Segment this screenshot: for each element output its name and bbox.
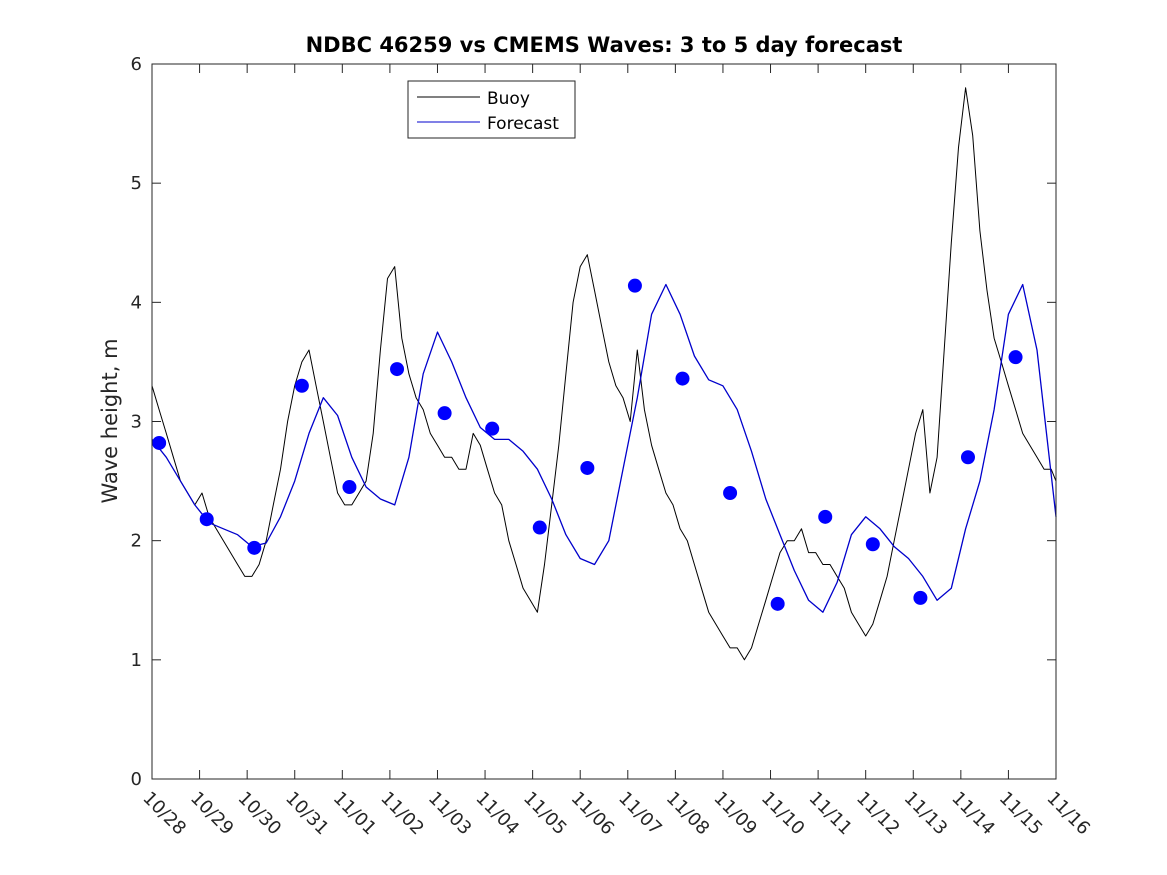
forecast-marker [580,460,595,475]
forecast-marker [723,486,738,500]
forecast-marker [913,590,928,605]
forecast-marker [342,480,357,495]
y-tick-label: 4 [131,292,142,313]
plot-area [152,64,1056,779]
legend-label-forecast: Forecast [487,114,559,134]
forecast-series-line [151,283,1057,613]
forecast-marker [199,512,214,527]
forecast-marker [437,406,452,421]
marker-layer [152,278,1023,611]
forecast-marker [390,362,405,377]
legend-box [407,80,576,139]
forecast-marker [247,540,262,555]
series-layer [151,87,1057,661]
legend: Buoy Forecast [407,80,576,139]
forecast-marker [294,378,309,393]
y-tick-label: 2 [131,531,142,552]
y-axis-label: Wave height, m [98,338,122,503]
y-axis: 0 1 2 3 4 5 6 [131,54,1056,790]
y-tick-label: 5 [131,173,142,194]
legend-label-buoy: Buoy [487,89,530,109]
y-tick-label: 3 [131,412,142,433]
forecast-marker [627,278,642,293]
y-tick-label: 6 [131,54,142,75]
forecast-marker [152,435,167,450]
y-tick-label: 1 [131,650,142,671]
y-tick-label: 0 [131,769,142,790]
forecast-marker [1008,350,1023,365]
forecast-marker [818,509,833,524]
forecast-marker [485,421,500,436]
forecast-marker [960,450,975,465]
buoy-series-line [151,87,1057,661]
forecast-marker [675,371,690,386]
chart-title: NDBC 46259 vs CMEMS Waves: 3 to 5 day fo… [306,33,903,57]
forecast-marker [865,537,880,552]
forecast-marker [770,596,785,611]
forecast-marker [532,520,547,535]
